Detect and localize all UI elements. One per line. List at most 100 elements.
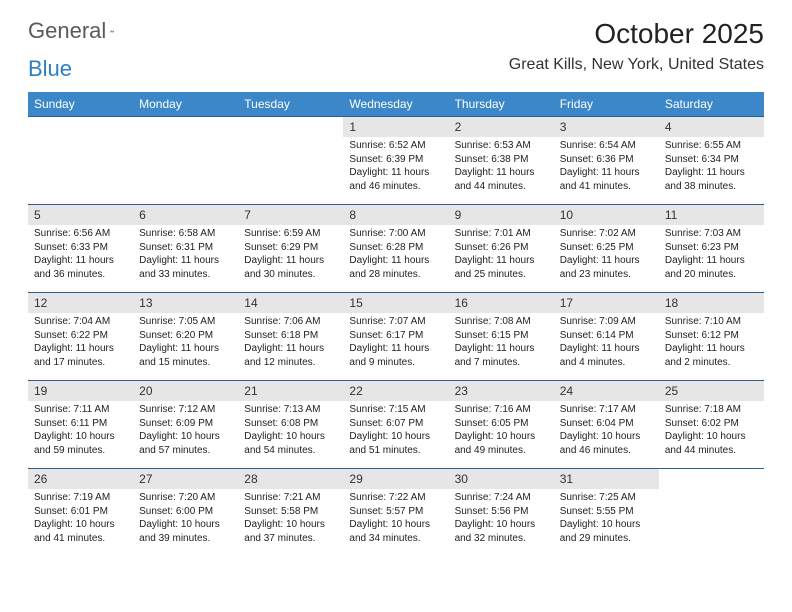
day-number: 26 bbox=[28, 469, 133, 489]
logo-sail-icon bbox=[110, 24, 114, 38]
month-title: October 2025 bbox=[509, 18, 764, 50]
day-cell: 9Sunrise: 7:01 AMSunset: 6:26 PMDaylight… bbox=[449, 205, 554, 293]
day-content: Sunrise: 7:17 AMSunset: 6:04 PMDaylight:… bbox=[554, 401, 659, 461]
sunrise-text: Sunrise: 7:15 AM bbox=[349, 403, 442, 417]
sunset-text: Sunset: 6:38 PM bbox=[455, 153, 548, 167]
calendar-week-row: 19Sunrise: 7:11 AMSunset: 6:11 PMDayligh… bbox=[28, 381, 764, 469]
day-header-wednesday: Wednesday bbox=[343, 92, 448, 117]
day-content: Sunrise: 7:25 AMSunset: 5:55 PMDaylight:… bbox=[554, 489, 659, 549]
sunset-text: Sunset: 6:23 PM bbox=[665, 241, 758, 255]
day-number: 24 bbox=[554, 381, 659, 401]
sunset-text: Sunset: 5:56 PM bbox=[455, 505, 548, 519]
day-content: Sunrise: 7:01 AMSunset: 6:26 PMDaylight:… bbox=[449, 225, 554, 285]
day-cell bbox=[659, 469, 764, 557]
day-content: Sunrise: 7:03 AMSunset: 6:23 PMDaylight:… bbox=[659, 225, 764, 285]
sunrise-text: Sunrise: 7:04 AM bbox=[34, 315, 127, 329]
day-number: 3 bbox=[554, 117, 659, 137]
sunrise-text: Sunrise: 7:01 AM bbox=[455, 227, 548, 241]
daylight-text: Daylight: 10 hours and 32 minutes. bbox=[455, 518, 548, 545]
sunrise-text: Sunrise: 7:07 AM bbox=[349, 315, 442, 329]
day-content: Sunrise: 7:07 AMSunset: 6:17 PMDaylight:… bbox=[343, 313, 448, 373]
sunset-text: Sunset: 6:11 PM bbox=[34, 417, 127, 431]
sunrise-text: Sunrise: 6:58 AM bbox=[139, 227, 232, 241]
day-number: 9 bbox=[449, 205, 554, 225]
daylight-text: Daylight: 10 hours and 29 minutes. bbox=[560, 518, 653, 545]
day-content: Sunrise: 6:56 AMSunset: 6:33 PMDaylight:… bbox=[28, 225, 133, 285]
sunset-text: Sunset: 6:33 PM bbox=[34, 241, 127, 255]
day-number: 25 bbox=[659, 381, 764, 401]
sunset-text: Sunset: 6:34 PM bbox=[665, 153, 758, 167]
day-number: 2 bbox=[449, 117, 554, 137]
day-content: Sunrise: 7:20 AMSunset: 6:00 PMDaylight:… bbox=[133, 489, 238, 549]
day-content: Sunrise: 7:08 AMSunset: 6:15 PMDaylight:… bbox=[449, 313, 554, 373]
daylight-text: Daylight: 11 hours and 4 minutes. bbox=[560, 342, 653, 369]
daylight-text: Daylight: 11 hours and 41 minutes. bbox=[560, 166, 653, 193]
sunrise-text: Sunrise: 6:56 AM bbox=[34, 227, 127, 241]
day-content: Sunrise: 7:06 AMSunset: 6:18 PMDaylight:… bbox=[238, 313, 343, 373]
day-content: Sunrise: 6:53 AMSunset: 6:38 PMDaylight:… bbox=[449, 137, 554, 197]
day-cell bbox=[133, 117, 238, 205]
daylight-text: Daylight: 10 hours and 54 minutes. bbox=[244, 430, 337, 457]
sunrise-text: Sunrise: 7:02 AM bbox=[560, 227, 653, 241]
daylight-text: Daylight: 10 hours and 39 minutes. bbox=[139, 518, 232, 545]
day-cell: 19Sunrise: 7:11 AMSunset: 6:11 PMDayligh… bbox=[28, 381, 133, 469]
sunset-text: Sunset: 6:14 PM bbox=[560, 329, 653, 343]
day-number: 31 bbox=[554, 469, 659, 489]
day-cell: 27Sunrise: 7:20 AMSunset: 6:00 PMDayligh… bbox=[133, 469, 238, 557]
day-cell: 31Sunrise: 7:25 AMSunset: 5:55 PMDayligh… bbox=[554, 469, 659, 557]
day-cell: 25Sunrise: 7:18 AMSunset: 6:02 PMDayligh… bbox=[659, 381, 764, 469]
day-number: 7 bbox=[238, 205, 343, 225]
sunrise-text: Sunrise: 7:12 AM bbox=[139, 403, 232, 417]
sunrise-text: Sunrise: 6:55 AM bbox=[665, 139, 758, 153]
day-cell: 21Sunrise: 7:13 AMSunset: 6:08 PMDayligh… bbox=[238, 381, 343, 469]
day-number: 1 bbox=[343, 117, 448, 137]
day-content: Sunrise: 7:11 AMSunset: 6:11 PMDaylight:… bbox=[28, 401, 133, 461]
daylight-text: Daylight: 11 hours and 44 minutes. bbox=[455, 166, 548, 193]
sunset-text: Sunset: 6:17 PM bbox=[349, 329, 442, 343]
day-content: Sunrise: 7:18 AMSunset: 6:02 PMDaylight:… bbox=[659, 401, 764, 461]
daylight-text: Daylight: 10 hours and 44 minutes. bbox=[665, 430, 758, 457]
sunset-text: Sunset: 5:55 PM bbox=[560, 505, 653, 519]
sunrise-text: Sunrise: 6:54 AM bbox=[560, 139, 653, 153]
day-number: 11 bbox=[659, 205, 764, 225]
day-cell: 4Sunrise: 6:55 AMSunset: 6:34 PMDaylight… bbox=[659, 117, 764, 205]
day-content: Sunrise: 7:04 AMSunset: 6:22 PMDaylight:… bbox=[28, 313, 133, 373]
sunset-text: Sunset: 6:09 PM bbox=[139, 417, 232, 431]
day-number: 15 bbox=[343, 293, 448, 313]
day-number: 6 bbox=[133, 205, 238, 225]
sunset-text: Sunset: 6:25 PM bbox=[560, 241, 653, 255]
sunrise-text: Sunrise: 7:22 AM bbox=[349, 491, 442, 505]
day-number: 13 bbox=[133, 293, 238, 313]
daylight-text: Daylight: 11 hours and 28 minutes. bbox=[349, 254, 442, 281]
day-content: Sunrise: 7:12 AMSunset: 6:09 PMDaylight:… bbox=[133, 401, 238, 461]
day-number: 19 bbox=[28, 381, 133, 401]
daylight-text: Daylight: 11 hours and 2 minutes. bbox=[665, 342, 758, 369]
sunset-text: Sunset: 6:08 PM bbox=[244, 417, 337, 431]
logo: General bbox=[28, 18, 134, 44]
sunset-text: Sunset: 6:28 PM bbox=[349, 241, 442, 255]
daylight-text: Daylight: 11 hours and 12 minutes. bbox=[244, 342, 337, 369]
sunrise-text: Sunrise: 7:13 AM bbox=[244, 403, 337, 417]
calendar-week-row: 5Sunrise: 6:56 AMSunset: 6:33 PMDaylight… bbox=[28, 205, 764, 293]
day-cell: 6Sunrise: 6:58 AMSunset: 6:31 PMDaylight… bbox=[133, 205, 238, 293]
day-number bbox=[133, 117, 238, 123]
sunrise-text: Sunrise: 7:19 AM bbox=[34, 491, 127, 505]
sunset-text: Sunset: 6:18 PM bbox=[244, 329, 337, 343]
sunset-text: Sunset: 6:22 PM bbox=[34, 329, 127, 343]
day-number: 14 bbox=[238, 293, 343, 313]
day-number: 10 bbox=[554, 205, 659, 225]
logo-text-general: General bbox=[28, 18, 106, 44]
day-cell: 2Sunrise: 6:53 AMSunset: 6:38 PMDaylight… bbox=[449, 117, 554, 205]
day-content: Sunrise: 7:09 AMSunset: 6:14 PMDaylight:… bbox=[554, 313, 659, 373]
day-number: 5 bbox=[28, 205, 133, 225]
day-content: Sunrise: 6:52 AMSunset: 6:39 PMDaylight:… bbox=[343, 137, 448, 197]
daylight-text: Daylight: 10 hours and 37 minutes. bbox=[244, 518, 337, 545]
day-cell: 7Sunrise: 6:59 AMSunset: 6:29 PMDaylight… bbox=[238, 205, 343, 293]
sunset-text: Sunset: 6:05 PM bbox=[455, 417, 548, 431]
day-cell: 15Sunrise: 7:07 AMSunset: 6:17 PMDayligh… bbox=[343, 293, 448, 381]
day-number: 4 bbox=[659, 117, 764, 137]
day-content: Sunrise: 6:55 AMSunset: 6:34 PMDaylight:… bbox=[659, 137, 764, 197]
day-header-row: SundayMondayTuesdayWednesdayThursdayFrid… bbox=[28, 92, 764, 117]
daylight-text: Daylight: 11 hours and 36 minutes. bbox=[34, 254, 127, 281]
title-block: October 2025 Great Kills, New York, Unit… bbox=[509, 18, 764, 74]
